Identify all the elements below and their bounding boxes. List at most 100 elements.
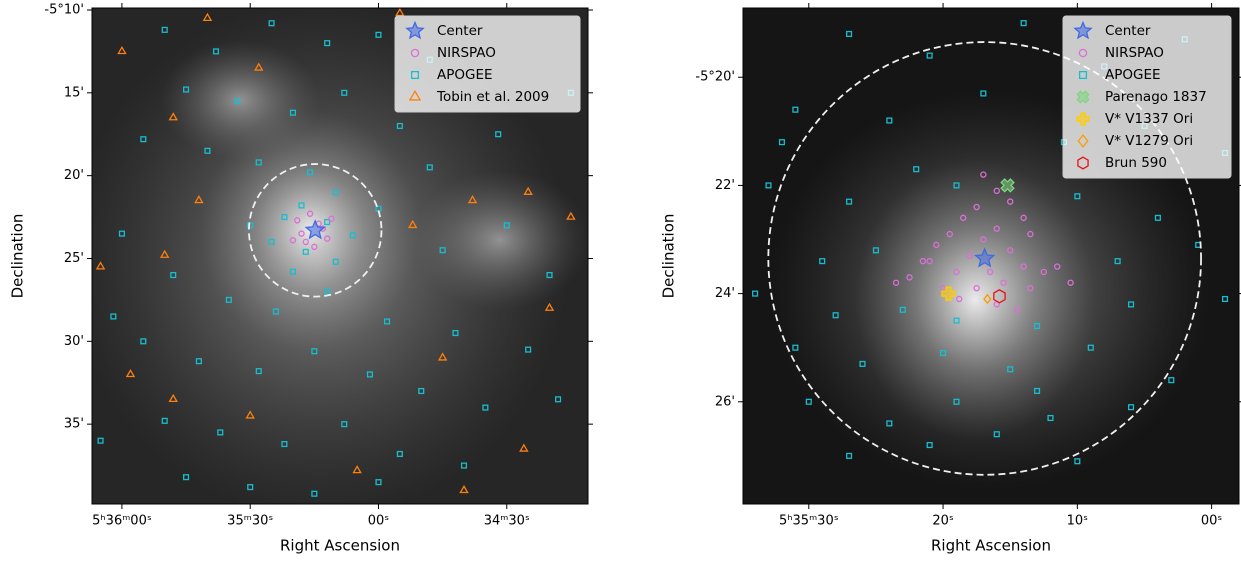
y-tick-label: 20': [64, 168, 84, 183]
marker-triangle: [125, 368, 136, 378]
marker-square: [1020, 20, 1027, 27]
marker-star: [304, 219, 326, 240]
marker-circle: [926, 257, 933, 265]
y-tick-label: 15': [64, 85, 84, 100]
marker-circle: [306, 210, 314, 217]
marker-square: [217, 429, 224, 436]
marker-square: [503, 222, 510, 229]
aperture-circle: [767, 41, 1202, 476]
x-tick-label: 5ʰ36ᵐ00ˢ: [92, 514, 152, 529]
marker-star: [405, 20, 425, 40]
y-tick-label: 30': [64, 334, 84, 349]
marker-triangle: [408, 89, 422, 101]
marker-triangle: [544, 302, 555, 311]
marker-hexagon: [1077, 156, 1089, 170]
marker-hexagon: [993, 289, 1006, 304]
marker-square: [332, 258, 339, 265]
marker-square: [396, 122, 403, 130]
marker-square: [426, 164, 433, 171]
marker-square: [281, 440, 288, 448]
marker-square: [778, 139, 785, 146]
marker-square: [110, 313, 117, 320]
x-tick-label: 20ˢ: [932, 514, 954, 529]
marker-triangle: [467, 195, 478, 204]
marker-square: [225, 296, 232, 303]
marker-circle: [1027, 230, 1034, 238]
marker-circle: [906, 274, 913, 281]
marker-triangle: [95, 261, 106, 270]
marker-circle: [1027, 284, 1034, 292]
marker-square: [204, 147, 211, 154]
marker-circle: [1020, 263, 1027, 270]
marker-square: [268, 20, 275, 27]
marker-square: [792, 106, 799, 113]
y-tick-label: 22': [715, 178, 735, 193]
marker-square: [752, 290, 759, 297]
marker-circle: [328, 215, 335, 222]
marker-square: [1127, 301, 1135, 308]
marker-square: [272, 308, 279, 315]
marker-triangle: [194, 195, 204, 204]
y-tick-label: -5°10': [44, 2, 84, 17]
marker-circle: [993, 225, 1000, 232]
legend-label: V* V1337 Ori: [1105, 111, 1193, 127]
marker-square: [439, 247, 446, 254]
marker-circle: [973, 284, 980, 292]
legend-box: [394, 15, 581, 113]
marker-square: [281, 214, 288, 221]
marker-triangle: [254, 62, 264, 71]
marker-circle: [946, 230, 953, 238]
marker-circle: [1000, 279, 1007, 286]
marker-square: [460, 462, 468, 469]
marker-square: [832, 312, 839, 319]
marker-square: [899, 306, 906, 313]
y-axis-label: Declination: [9, 214, 27, 299]
marker-square: [383, 318, 391, 325]
legend-label: Tobin et al. 2009: [436, 89, 549, 105]
marker-square: [940, 350, 947, 357]
marker-square: [396, 450, 403, 458]
marker-square: [311, 490, 318, 497]
marker-square: [268, 238, 275, 245]
y-axis-label: Declination: [660, 214, 678, 299]
legend-label: APOGEE: [1105, 67, 1161, 83]
marker-square: [1007, 366, 1014, 373]
marker-triangle: [159, 249, 170, 258]
marker-triangle: [437, 352, 448, 361]
marker-square: [859, 360, 866, 367]
marker-square: [375, 479, 382, 486]
marker-square: [993, 431, 1000, 438]
marker-square: [289, 268, 297, 275]
marker-square: [525, 346, 532, 353]
marker-square: [926, 52, 933, 59]
marker-square: [926, 441, 933, 449]
marker-square: [846, 198, 853, 205]
marker-square: [555, 396, 562, 403]
marker-circle: [289, 237, 297, 244]
marker-square: [1034, 387, 1041, 395]
legend-label: NIRSPAO: [1105, 45, 1164, 61]
marker-circle: [298, 230, 305, 237]
legend-label: APOGEE: [437, 67, 493, 83]
marker-circle: [966, 252, 974, 259]
marker-square: [1221, 295, 1229, 303]
y-tick-label: 35': [64, 417, 84, 432]
x-tick-label: 34ᵐ30ˢ: [484, 514, 530, 529]
marker-square: [212, 48, 220, 55]
x-tick-label: 10ˢ: [1067, 514, 1089, 529]
marker-square: [1034, 322, 1041, 330]
marker-circle: [294, 217, 301, 224]
y-tick-label: 25': [64, 251, 84, 266]
marker-x: [1076, 90, 1090, 104]
marker-square: [170, 272, 177, 279]
plot-frame: [91, 7, 589, 505]
marker-square: [846, 30, 853, 38]
marker-square: [324, 40, 331, 47]
legend-label: Center: [1105, 23, 1151, 39]
marker-square: [819, 258, 826, 265]
marker-square: [765, 182, 772, 189]
marker-square: [1078, 70, 1088, 80]
marker-square: [953, 317, 960, 324]
marker-square: [872, 247, 879, 254]
